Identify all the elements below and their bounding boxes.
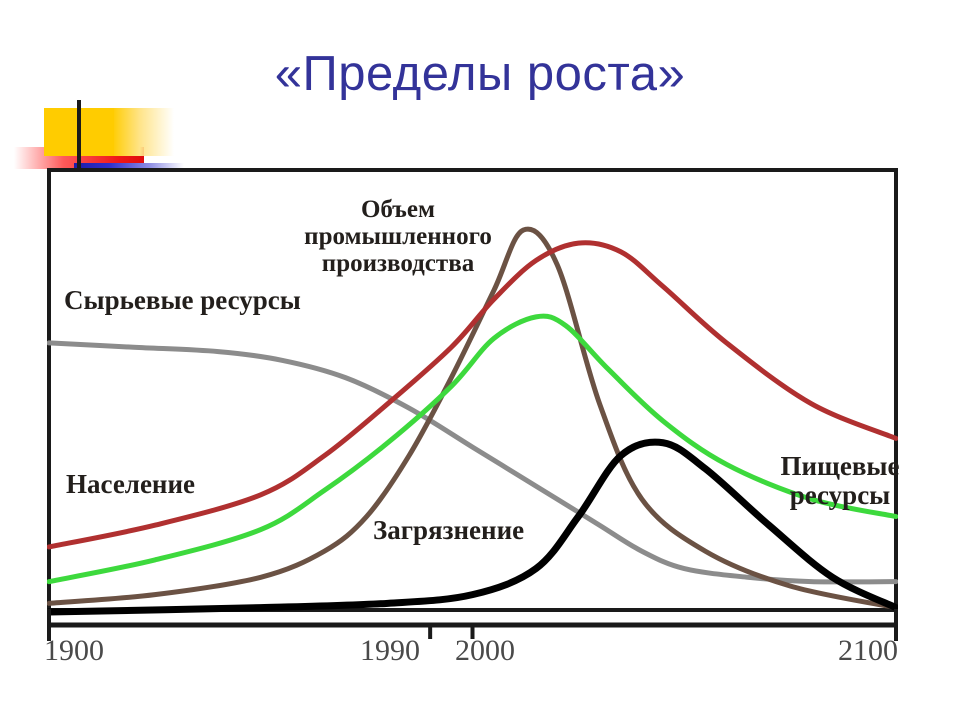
axis-tick-1900: 1900 (44, 634, 104, 667)
axis-tick-1990: 1990 (360, 634, 420, 667)
curve-объем (47, 226, 898, 611)
decoration-yellow-gradient (112, 108, 174, 156)
label-raw-resources: Сырьевые ресурсы (64, 285, 301, 315)
label-industrial-line2: промышленного (304, 223, 492, 250)
curve-загрязнение (47, 438, 898, 616)
label-industrial-line1: Объем (360, 196, 436, 223)
label-food-line2: ресурсы (789, 480, 891, 511)
curve-население (47, 240, 898, 550)
label-pollution: Загрязнение (373, 515, 525, 545)
label-population: Население (66, 469, 196, 499)
curves-group (47, 226, 898, 616)
page-title: «Пределы роста» (274, 47, 686, 101)
label-food-resources: Пищевые ресурсы (770, 451, 910, 511)
curve-пищевые (47, 313, 898, 585)
label-industrial-production: Объем промышленного производства (288, 196, 508, 277)
axis-tick-2100: 2100 (838, 634, 898, 667)
curve-сырьевые (47, 340, 898, 585)
x-axis (47, 609, 898, 641)
decoration-vertical-line (77, 100, 81, 170)
decoration-blue-line (74, 163, 184, 170)
label-food-line1: Пищевые (780, 451, 900, 481)
chart-frame (47, 168, 898, 612)
limits-to-growth-chart (47, 226, 898, 641)
label-industrial-line3: производства (321, 250, 475, 277)
axis-tick-2000: 2000 (455, 634, 515, 667)
